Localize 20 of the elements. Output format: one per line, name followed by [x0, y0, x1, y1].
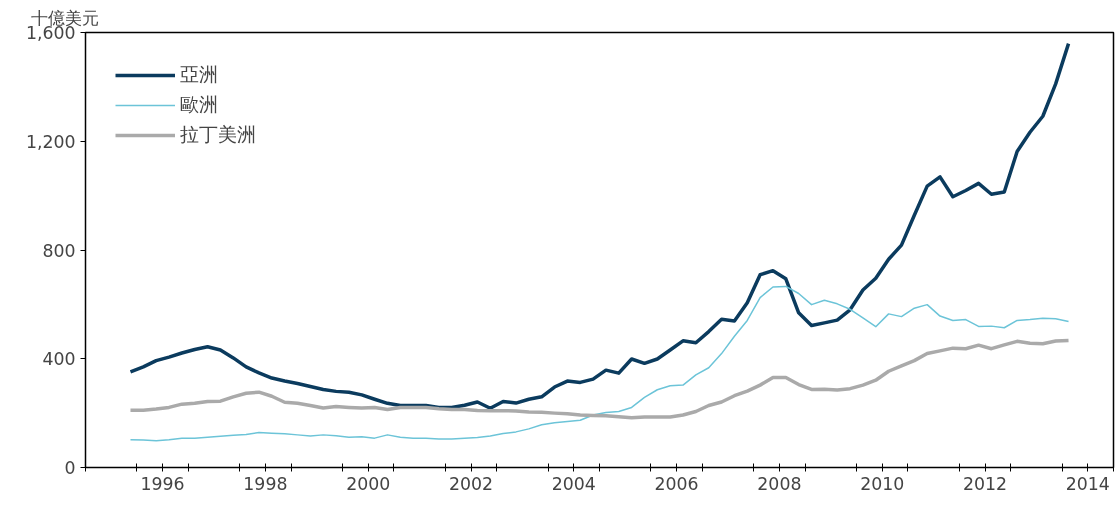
- x-tick-label: 1998: [243, 473, 288, 494]
- x-tick-label: 2004: [551, 473, 596, 494]
- y-tick-label: 800: [42, 240, 76, 261]
- line-series: [129, 285, 1070, 442]
- x-tick-label: 2002: [448, 473, 494, 494]
- y-tick-label: 400: [42, 349, 76, 370]
- y-tick-label: 1,200: [25, 131, 76, 152]
- legend-label: 歐洲: [180, 93, 218, 117]
- line-series: [128, 41, 1071, 410]
- legend-label: 拉丁美洲: [180, 123, 256, 147]
- x-tick-label: 2010: [860, 473, 905, 494]
- x-tick-label: 2006: [654, 473, 699, 494]
- y-tick-label: 0: [64, 458, 76, 478]
- x-tick-label: 2014: [1065, 473, 1110, 494]
- legend-label: 亞洲: [180, 63, 218, 87]
- x-tick-label: 2008: [757, 473, 802, 494]
- x-tick-label: 2012: [962, 473, 1008, 494]
- x-tick-label: 2000: [346, 473, 391, 494]
- x-tick-label: 1996: [140, 473, 185, 494]
- line-series: [128, 338, 1071, 420]
